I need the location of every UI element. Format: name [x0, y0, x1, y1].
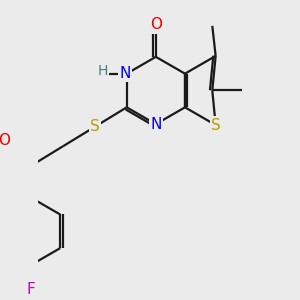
Text: F: F: [27, 282, 35, 297]
Text: S: S: [90, 119, 100, 134]
Text: O: O: [150, 17, 162, 32]
Text: H: H: [98, 64, 108, 78]
Text: N: N: [119, 66, 131, 81]
Text: N: N: [150, 117, 161, 132]
Text: O: O: [0, 134, 11, 148]
Text: S: S: [211, 118, 220, 133]
